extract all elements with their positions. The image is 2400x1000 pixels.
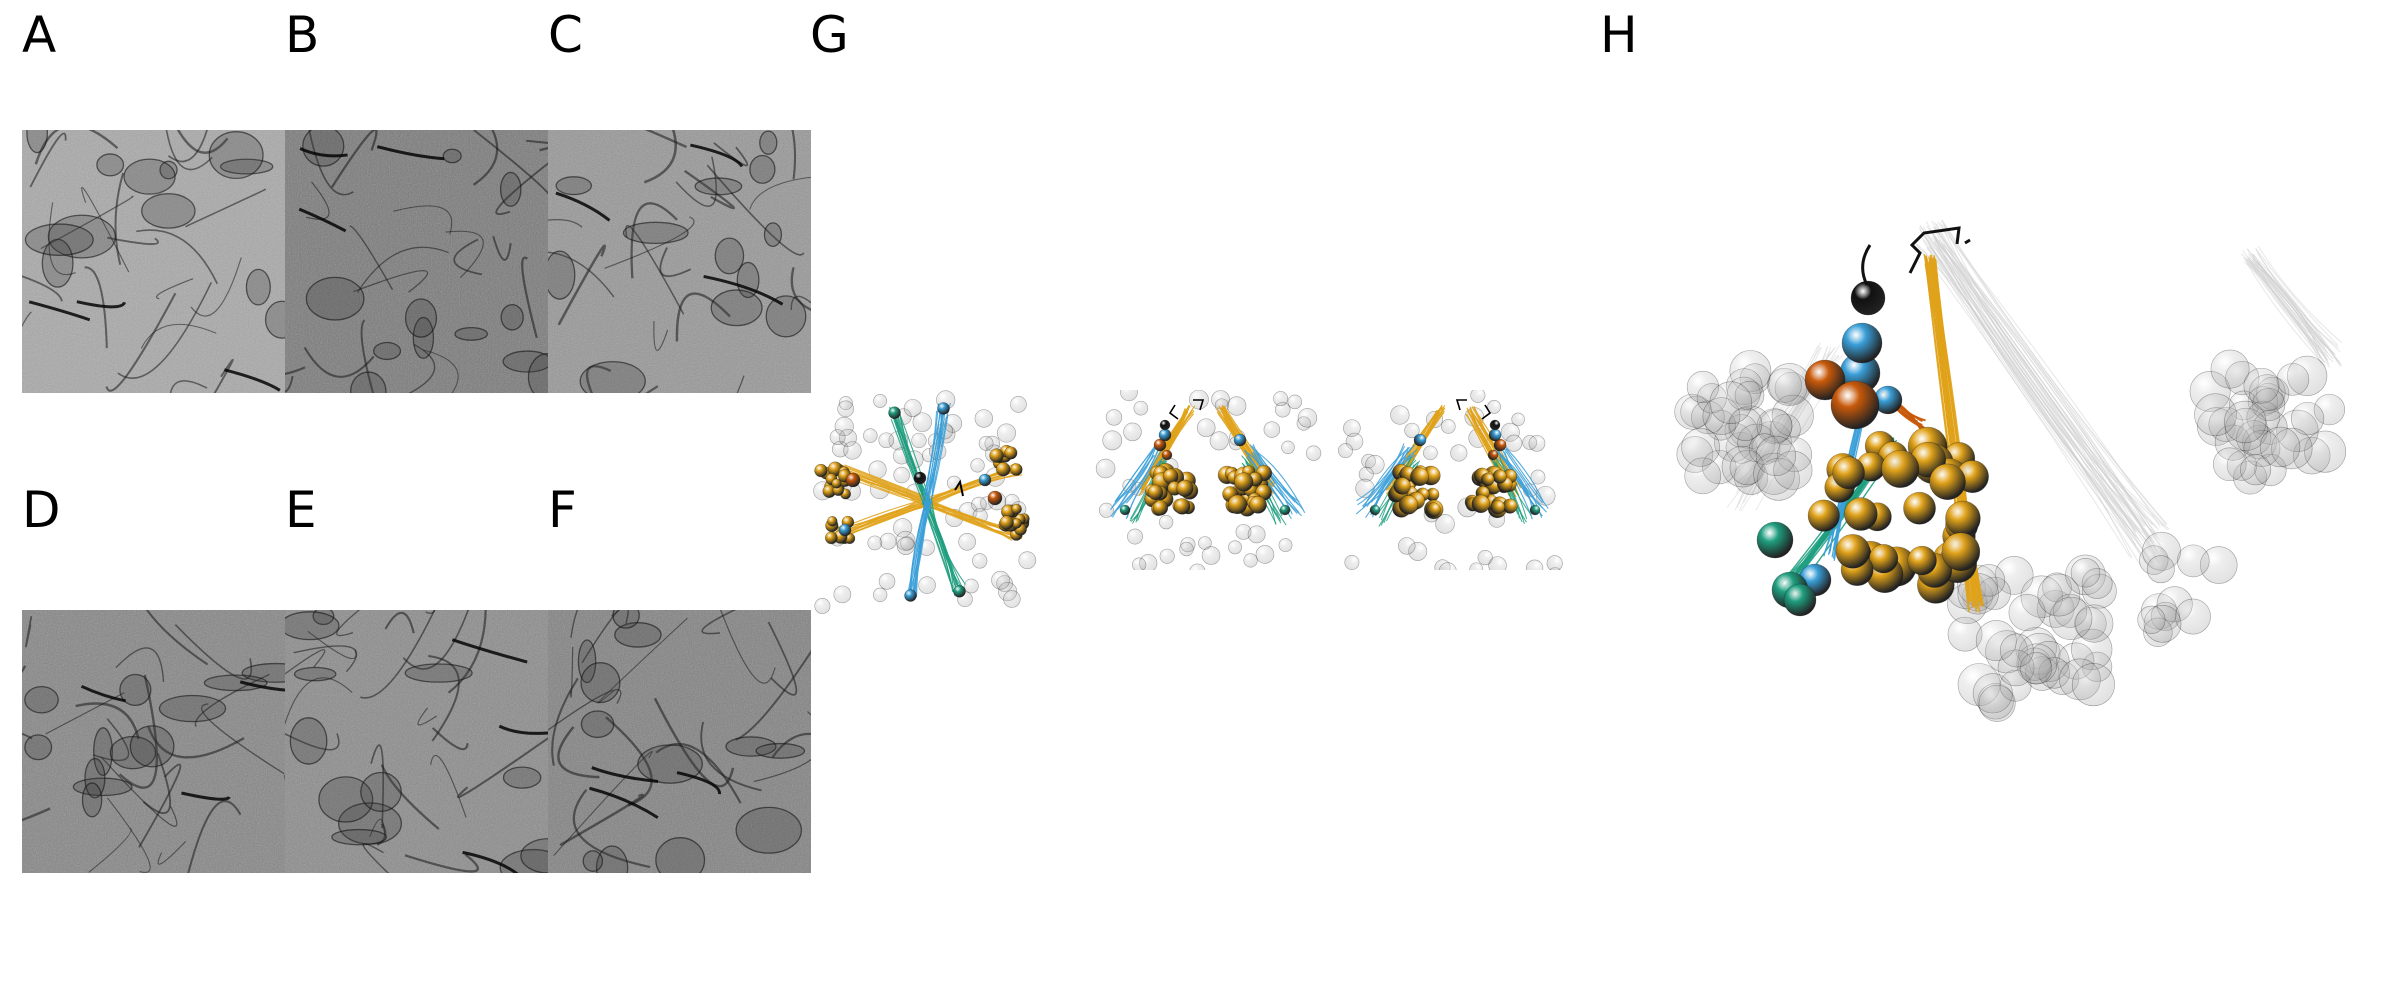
g-view-side-2 [1338,390,1563,570]
em-image-a [22,130,287,393]
panel-label-b: B [285,6,320,64]
em-image-c [548,130,811,393]
em-image-e [285,610,550,873]
panel-label-e: E [285,481,317,539]
h-model-view [1674,219,2347,722]
g-view-side-1 [1095,390,1322,570]
panel-label-c: C [548,6,583,64]
panel-label-a: A [22,6,57,64]
em-image-f [548,610,811,873]
em-image-d [22,610,287,873]
panel-label-h: H [1600,6,1638,64]
panel-label-g: G [810,6,849,64]
panel-label-f: F [548,481,577,539]
em-image-b [285,130,550,393]
panel-label-d: D [22,481,61,539]
g-view-top [813,390,1037,614]
